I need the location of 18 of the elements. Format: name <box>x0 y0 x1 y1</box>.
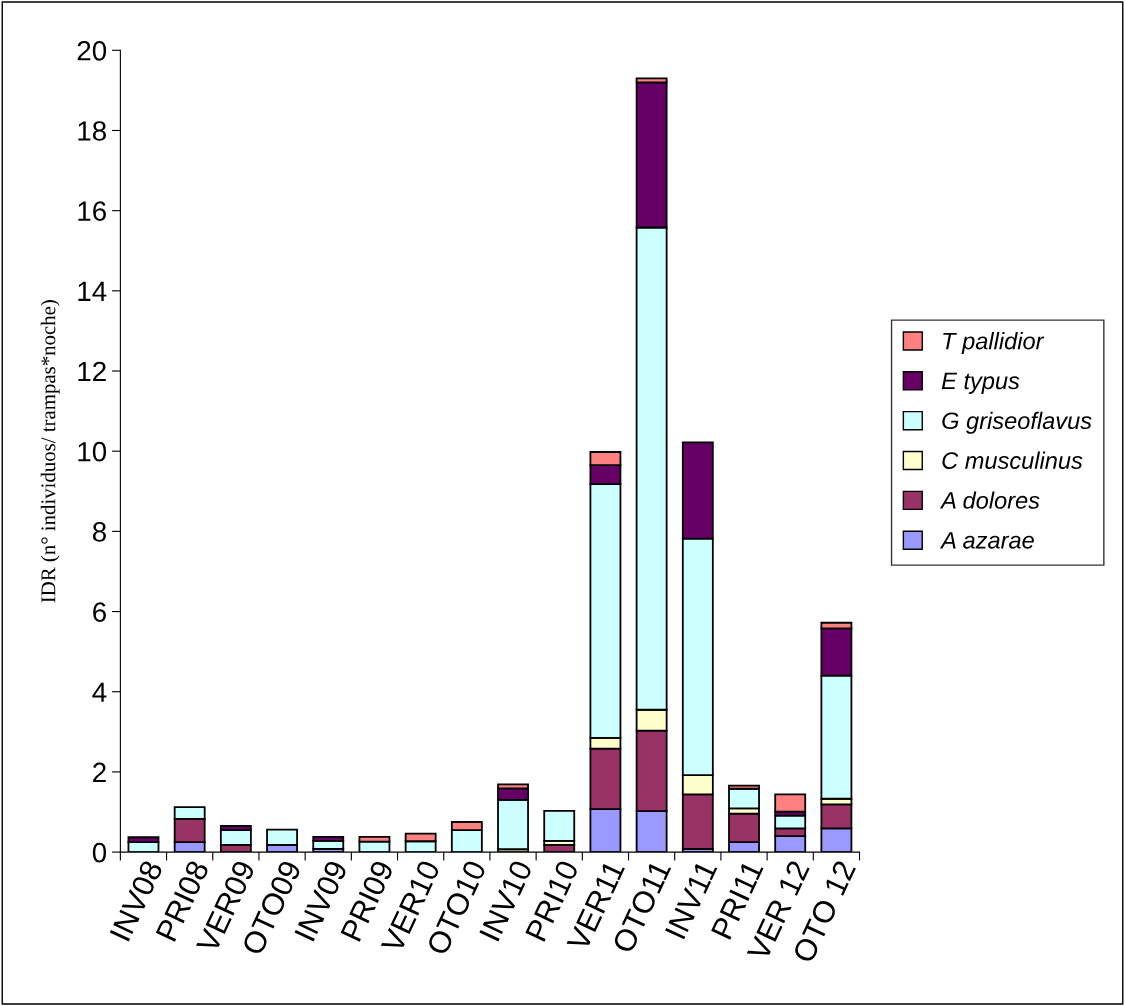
y-tick-label: 20 <box>77 40 107 61</box>
y-tick-label: 12 <box>78 361 106 382</box>
y-tick-label: 0 <box>92 842 107 863</box>
y-tick-label: 4 <box>92 682 107 702</box>
legend-label: E typus <box>941 372 1020 394</box>
y-axis-title: IDR (n° individuos/ trampas*noche) <box>40 300 60 603</box>
legend-label: A dolores <box>939 491 1040 509</box>
y-tick-label: 6 <box>93 602 106 622</box>
y-tick-label: 14 <box>78 281 107 301</box>
y-tick-label: 10 <box>78 441 107 462</box>
legend-label: T pallidior <box>943 332 1045 355</box>
y-tick-label: 8 <box>92 522 106 542</box>
y-tick-label: 18 <box>78 121 106 141</box>
y-tick-label: 16 <box>78 201 106 221</box>
legend-label: C musculinus <box>942 451 1083 469</box>
y-tick-label: 2 <box>93 762 106 782</box>
legend-label: G griseoflavus <box>942 411 1092 434</box>
legend-label: A azarae <box>939 532 1034 549</box>
